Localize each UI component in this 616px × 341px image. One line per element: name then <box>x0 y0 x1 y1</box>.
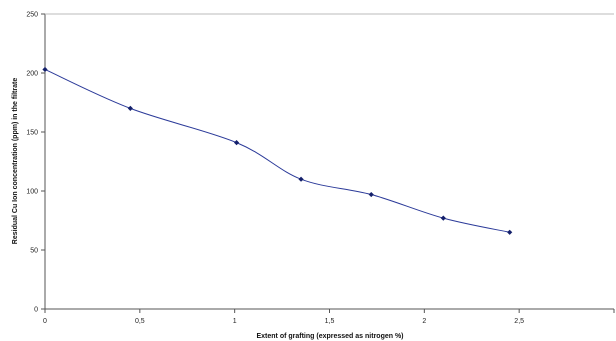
y-tick-label: 0 <box>34 307 38 314</box>
x-axis-ticks: 0 0,5 1 1,5 2 2,5 <box>43 309 615 325</box>
data-point <box>298 176 304 182</box>
y-axis-ticks: 0 50 100 150 200 250 <box>26 12 45 314</box>
y-tick-label: 50 <box>30 248 38 255</box>
x-tick-label: 0,5 <box>135 318 145 325</box>
data-point <box>368 191 374 198</box>
x-tick-label: 1 <box>233 318 237 325</box>
y-tick-label: 200 <box>26 71 38 78</box>
data-point <box>507 229 513 235</box>
series-line <box>44 69 510 233</box>
x-tick-label: 2 <box>422 318 426 325</box>
data-series <box>42 66 513 235</box>
x-tick-label: 0 <box>43 318 47 325</box>
data-point <box>233 140 240 146</box>
x-tick-label: 2,5 <box>514 318 524 325</box>
data-point <box>42 66 48 73</box>
plot-area <box>44 13 614 310</box>
data-point <box>127 105 133 111</box>
x-axis-title: Extent of grafting (expressed as nitroge… <box>256 333 403 340</box>
y-tick-label: 100 <box>26 189 38 196</box>
y-tick-label: 150 <box>26 130 38 137</box>
x-tick-label: 1,5 <box>325 318 335 325</box>
y-axis-title: Residual Cu Ion concentration (ppm) in t… <box>12 78 19 245</box>
y-tick-label: 250 <box>26 12 38 19</box>
data-point <box>440 215 446 221</box>
